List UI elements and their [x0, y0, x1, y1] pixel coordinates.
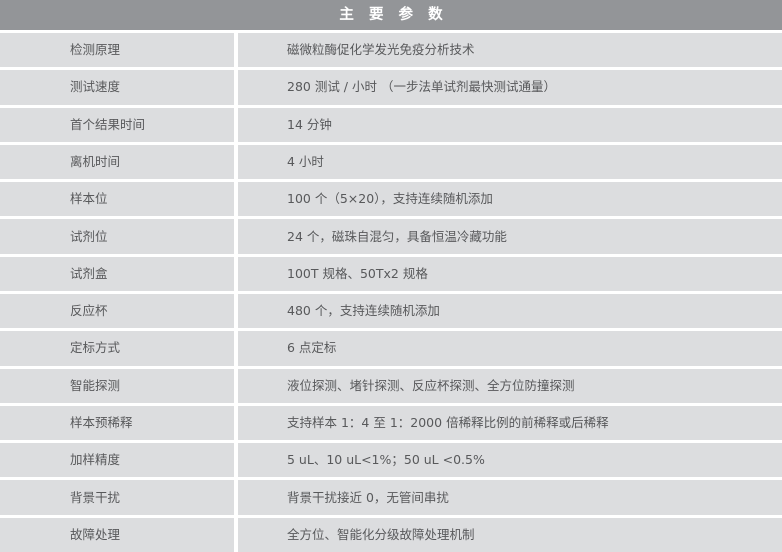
table-cell-value: 磁微粒酶促化学发光免疫分析技术 — [238, 33, 782, 68]
table-cell-label: 背景干扰 — [0, 480, 234, 515]
parameter-name: 测试速度 — [70, 79, 121, 95]
table-cell-label: 加样精度 — [0, 443, 234, 478]
parameter-value: 全方位、智能化分级故障处理机制 — [287, 526, 475, 542]
parameter-value: 480 个，支持连续随机添加 — [287, 303, 440, 319]
parameter-value: 280 测试 / 小时 （一步法单试剂最快测试通量） — [287, 79, 556, 95]
table-cell-value: 4 小时 — [238, 144, 782, 180]
table-row: 首个结果时间 14 分钟 — [0, 107, 782, 142]
parameter-value: 5 uL、10 uL<1%；50 uL <0.5% — [287, 452, 485, 468]
table-row: 测试速度 280 测试 / 小时 （一步法单试剂最快测试通量） — [0, 70, 782, 105]
table-row: 背景干扰 背景干扰接近 0，无管间串扰 — [0, 480, 782, 515]
table-cell-value: 100 个（5×20），支持连续随机添加 — [238, 182, 782, 217]
parameter-value: 14 分钟 — [287, 116, 332, 132]
parameter-name: 智能探测 — [70, 377, 121, 393]
table-cell-value: 280 测试 / 小时 （一步法单试剂最快测试通量） — [238, 70, 782, 105]
parameter-name: 试剂盒 — [70, 265, 108, 281]
table-cell-label: 试剂位 — [0, 219, 234, 254]
parameter-value: 液位探测、堵针探测、反应杯探测、全方位防撞探测 — [287, 377, 575, 393]
table-cell-value: 24 个，磁珠自混匀，具备恒温冷藏功能 — [238, 219, 782, 254]
table-cell-value: 液位探测、堵针探测、反应杯探测、全方位防撞探测 — [238, 368, 782, 403]
table-cell-label: 样本预稀释 — [0, 405, 234, 441]
table-row: 故障处理 全方位、智能化分级故障处理机制 — [0, 517, 782, 552]
table-cell-value: 5 uL、10 uL<1%；50 uL <0.5% — [238, 443, 782, 478]
table-cell-label: 故障处理 — [0, 517, 234, 552]
table-cell-value: 6 点定标 — [238, 331, 782, 366]
parameter-name: 加样精度 — [70, 452, 121, 468]
parameter-value: 100T 规格、50Tx2 规格 — [287, 265, 428, 281]
table-cell-label: 试剂盒 — [0, 256, 234, 291]
table-cell-value: 100T 规格、50Tx2 规格 — [238, 256, 782, 291]
parameter-value: 支持样本 1：4 至 1：2000 倍稀释比例的前稀释或后稀释 — [287, 414, 609, 430]
table-row: 定标方式 6 点定标 — [0, 331, 782, 366]
parameter-value: 4 小时 — [287, 153, 324, 169]
parameter-name: 故障处理 — [70, 526, 121, 542]
parameter-value: 背景干扰接近 0，无管间串扰 — [287, 489, 449, 505]
parameter-name: 样本预稀释 — [70, 414, 133, 430]
parameter-name: 定标方式 — [70, 340, 121, 356]
parameter-name: 首个结果时间 — [70, 116, 146, 132]
table-cell-label: 离机时间 — [0, 144, 234, 180]
parameter-name: 背景干扰 — [70, 489, 121, 505]
parameter-name: 反应杯 — [70, 303, 108, 319]
table-cell-label: 定标方式 — [0, 331, 234, 366]
table-cell-label: 检测原理 — [0, 33, 234, 68]
table-row: 检测原理 磁微粒酶促化学发光免疫分析技术 — [0, 33, 782, 68]
table-cell-label: 反应杯 — [0, 293, 234, 329]
table-cell-label: 测试速度 — [0, 70, 234, 105]
table-row: 样本位 100 个（5×20），支持连续随机添加 — [0, 182, 782, 217]
parameter-name: 试剂位 — [70, 228, 108, 244]
table-cell-value: 支持样本 1：4 至 1：2000 倍稀释比例的前稀释或后稀释 — [238, 405, 782, 441]
parameter-name: 样本位 — [70, 191, 108, 207]
table-row: 试剂位 24 个，磁珠自混匀，具备恒温冷藏功能 — [0, 219, 782, 254]
table-row: 样本预稀释 支持样本 1：4 至 1：2000 倍稀释比例的前稀释或后稀释 — [0, 405, 782, 441]
table-cell-value: 14 分钟 — [238, 107, 782, 142]
table-header: 主 要 参 数 — [0, 0, 782, 30]
table-cell-value: 480 个，支持连续随机添加 — [238, 293, 782, 329]
table-cell-label: 智能探测 — [0, 368, 234, 403]
table-cell-label: 首个结果时间 — [0, 107, 234, 142]
parameter-value: 6 点定标 — [287, 340, 337, 356]
table-cell-value: 背景干扰接近 0，无管间串扰 — [238, 480, 782, 515]
table-row: 离机时间 4 小时 — [0, 144, 782, 180]
parameter-value: 100 个（5×20），支持连续随机添加 — [287, 191, 493, 207]
table-body: 检测原理 磁微粒酶促化学发光免疫分析技术测试速度 280 测试 / 小时 （一步法单… — [0, 30, 782, 552]
parameter-value: 磁微粒酶促化学发光免疫分析技术 — [287, 42, 475, 58]
table-row: 加样精度 5 uL、10 uL<1%；50 uL <0.5% — [0, 443, 782, 478]
table-cell-value: 全方位、智能化分级故障处理机制 — [238, 517, 782, 552]
parameter-value: 24 个，磁珠自混匀，具备恒温冷藏功能 — [287, 228, 507, 244]
table-row: 试剂盒 100T 规格、50Tx2 规格 — [0, 256, 782, 291]
table-row: 智能探测 液位探测、堵针探测、反应杯探测、全方位防撞探测 — [0, 368, 782, 403]
parameter-name: 检测原理 — [70, 42, 121, 58]
table-row: 反应杯 480 个，支持连续随机添加 — [0, 293, 782, 329]
table-cell-label: 样本位 — [0, 182, 234, 217]
table-header-title: 主 要 参 数 — [339, 7, 448, 23]
parameter-name: 离机时间 — [70, 153, 121, 169]
